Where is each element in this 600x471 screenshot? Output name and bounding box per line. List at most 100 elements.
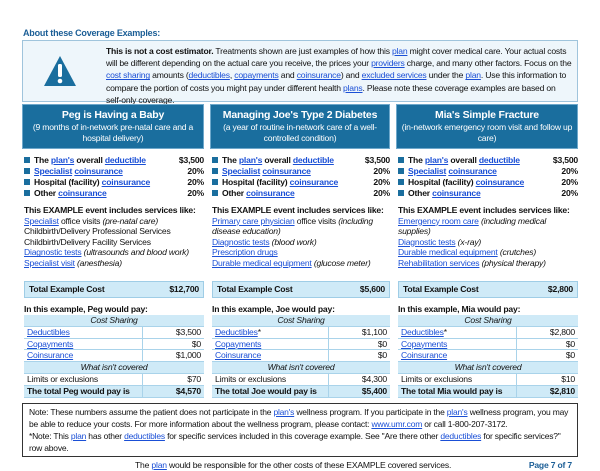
cost-link[interactable]: Deductibles [27, 326, 70, 337]
cost-link[interactable]: Copayments [27, 338, 74, 349]
link[interactable]: Rehabilitation services [398, 257, 480, 268]
link[interactable]: deductible [292, 155, 334, 165]
example-title: Mia's Simple Fracture [435, 109, 539, 121]
link[interactable]: plan [151, 459, 167, 470]
table-row: Deductibles $3,500 [24, 326, 204, 339]
text-segment: Childbirth/Delivery Facility Services [24, 236, 151, 247]
link[interactable]: coinsurance [74, 166, 123, 176]
link[interactable]: coinsurance [296, 70, 341, 81]
parameter-value: 20% [373, 177, 390, 187]
text-segment: , [229, 70, 235, 81]
link[interactable]: Primary care physician [212, 215, 295, 226]
cost-link[interactable]: Copayments [215, 338, 262, 349]
parameter-value: 20% [187, 177, 204, 187]
plan-parameter: The plan's overall deductible $3,500 [398, 155, 578, 166]
pay-section: In this example, Peg would pay: Cost Sha… [24, 304, 204, 398]
link[interactable]: Specialist [408, 166, 447, 176]
link[interactable]: Specialist [24, 215, 59, 226]
example-title: Managing Joe's Type 2 Diabetes [222, 109, 378, 121]
link[interactable]: coinsurance [262, 166, 311, 176]
cost-value: $0 [327, 338, 390, 351]
table-row: Coinsurance $0 [212, 349, 390, 363]
link[interactable]: excluded services [361, 70, 427, 81]
text-segment: The [222, 155, 239, 165]
plan-parameter: Specialist coinsurance 20% [398, 166, 578, 177]
link[interactable]: coinsurance [58, 188, 107, 198]
service-item: Rehabilitation services (physical therap… [398, 258, 578, 269]
link[interactable]: coinsurance [289, 177, 339, 187]
cost-link[interactable]: Coinsurance [401, 350, 448, 361]
link[interactable]: Prescription drugs [212, 247, 278, 258]
link[interactable]: deductibles [188, 70, 230, 81]
warning-icon [44, 56, 76, 86]
text-segment: Note: These numbers assume the patient d… [29, 406, 274, 417]
example-columns: Peg is Having a Baby (9 months of in-netw… [22, 104, 578, 398]
link[interactable]: plan [70, 430, 87, 441]
link[interactable]: coinsurance [448, 166, 497, 176]
cost-link[interactable]: Deductibles [215, 326, 258, 337]
cost-link[interactable]: Deductibles [401, 326, 444, 337]
link[interactable]: plan [391, 46, 408, 56]
text-segment: (blood work) [271, 236, 317, 247]
link[interactable]: Specialist visit [24, 257, 75, 268]
parameter-value: $3,500 [364, 155, 390, 165]
cost-link[interactable]: Coinsurance [27, 350, 74, 361]
final-value: $5,400 [327, 385, 390, 398]
link[interactable]: copayments [234, 70, 279, 81]
link[interactable]: plan's [446, 406, 468, 417]
service-item: Emergency room care (including medical s… [398, 216, 578, 237]
link[interactable]: www.umr.com [371, 418, 423, 429]
link[interactable]: plan [465, 70, 481, 81]
cost-value: $0 [327, 349, 390, 363]
link[interactable]: Specialist [222, 166, 261, 176]
cost-value: $0 [515, 338, 578, 351]
text-segment: (anesthesia) [76, 257, 122, 268]
text-segment: Hospital (facility) [34, 177, 102, 187]
service-item: Specialist visit (anesthesia) [24, 258, 204, 269]
link[interactable]: cost sharing [106, 70, 150, 81]
link[interactable]: coinsurance [246, 188, 295, 198]
link[interactable]: Durable medical equipment [212, 257, 312, 268]
link[interactable]: coinsurance [101, 177, 151, 187]
link[interactable]: coinsurance [475, 177, 525, 187]
parameter-value: $3,500 [552, 155, 578, 165]
link[interactable]: Specialist [34, 166, 73, 176]
link[interactable]: Durable medical equipment [398, 247, 498, 258]
example-header: Mia's Simple Fracture (in-network emergen… [396, 104, 578, 149]
text-segment: (including disease education) [212, 215, 373, 237]
cost-link[interactable]: Coinsurance [215, 350, 262, 361]
link[interactable]: deductible [104, 155, 146, 165]
table-row: The total Mia would pay is $2,810 [398, 385, 578, 398]
parameter-value: 20% [187, 166, 204, 176]
link[interactable]: plan's [424, 155, 449, 165]
example-column: Managing Joe's Type 2 Diabetes (a year of… [210, 104, 390, 398]
limits-label: Limits or exclusions [24, 373, 142, 386]
final-value: $4,570 [141, 385, 204, 398]
cost-sharing-header: Cost Sharing [212, 315, 390, 327]
plan-parameter: Other coinsurance 20% [24, 188, 204, 199]
text-segment: overall [262, 155, 293, 165]
text-segment: This is not a cost estimator. [106, 46, 214, 56]
services-title: This EXAMPLE event includes services lik… [24, 205, 196, 215]
link[interactable]: providers [371, 58, 405, 69]
final-value: $2,810 [515, 385, 578, 398]
link[interactable]: deductibles [124, 430, 165, 441]
link[interactable]: coinsurance [432, 188, 481, 198]
table-row: Limits or exclusions $4,300 [212, 373, 390, 386]
table-row: Copayments $0 [24, 338, 204, 351]
link[interactable]: Diagnostic tests [398, 236, 456, 247]
link[interactable]: plans [342, 82, 363, 93]
cost-link[interactable]: Copayments [401, 338, 448, 349]
text-segment: (glucose meter) [313, 257, 371, 268]
link[interactable]: Diagnostic tests [24, 247, 82, 258]
link[interactable]: plan's [50, 155, 75, 165]
link[interactable]: Emergency room care [398, 215, 479, 226]
link[interactable]: deductible [478, 155, 520, 165]
link[interactable]: deductibles [440, 430, 482, 441]
link[interactable]: plan's [238, 155, 263, 165]
link[interactable]: Diagnostic tests [212, 236, 270, 247]
parameter-value: 20% [561, 166, 578, 176]
plan-parameter: The plan's overall deductible $3,500 [24, 155, 204, 166]
link[interactable]: plan's [273, 406, 295, 417]
bullet-square-icon [212, 157, 218, 163]
